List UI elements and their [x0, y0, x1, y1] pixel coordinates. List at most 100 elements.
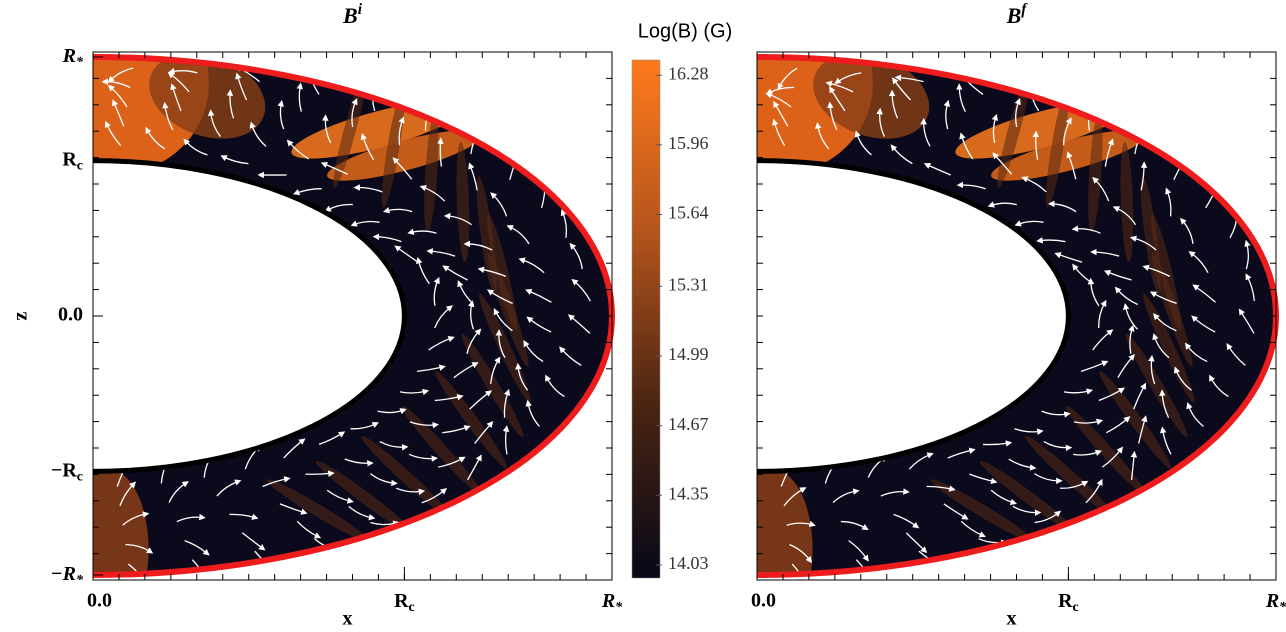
streamline: [468, 162, 478, 191]
field-blob: [813, 57, 930, 139]
streamline: [526, 316, 552, 333]
streamline: [112, 99, 125, 127]
streamline: [434, 394, 464, 402]
streamline: [1104, 138, 1114, 167]
field-blob: [1120, 141, 1134, 262]
streamline: [959, 132, 974, 160]
streamline: [503, 388, 511, 418]
field-blob: [479, 293, 531, 403]
streamline: [318, 431, 346, 446]
field-blob: [930, 479, 1034, 542]
streamline: [442, 425, 471, 434]
streamline: [1032, 130, 1040, 160]
streamline: [1112, 206, 1137, 226]
streamline: [876, 107, 886, 137]
streamline: [829, 86, 846, 112]
streamline: [1209, 374, 1229, 398]
streamline: [326, 489, 354, 504]
streamline: [398, 116, 405, 146]
streamline: [350, 422, 379, 430]
streamline: [351, 98, 358, 128]
streamline: [101, 78, 131, 89]
streamline: [1159, 426, 1172, 455]
colorbar-tick-label: 15.31: [668, 274, 709, 294]
streamline: [399, 388, 430, 396]
streamline: [344, 458, 374, 467]
streamline: [1165, 187, 1172, 217]
streamline: [545, 374, 565, 398]
colorbar-tick-label: 15.64: [668, 203, 709, 223]
streamline: [567, 314, 591, 334]
field-map: [757, 57, 1276, 575]
streamline: [569, 242, 583, 270]
streamline: [348, 505, 376, 521]
streamline: [216, 479, 242, 497]
streamline: [943, 99, 950, 130]
streamline: [107, 84, 128, 108]
streamline: [104, 120, 122, 147]
streamline: [571, 278, 591, 302]
streamline: [1062, 117, 1072, 146]
streamline: [392, 157, 413, 180]
streamline: [840, 520, 869, 531]
streamline: [832, 488, 860, 504]
streamline: [1048, 200, 1077, 213]
streamline: [176, 513, 206, 523]
streamline: [773, 100, 789, 127]
streamline: [407, 228, 437, 235]
streamline: [1087, 277, 1100, 307]
y-axis-label: z: [10, 311, 32, 320]
streamline: [969, 473, 998, 485]
streamline: [1073, 418, 1104, 426]
streamline: [220, 155, 249, 165]
streamline: [322, 114, 332, 144]
colorbar: [631, 59, 661, 579]
streamline: [815, 122, 830, 150]
streamline: [1244, 239, 1251, 270]
streamline: [1034, 510, 1062, 524]
streamline: [168, 67, 198, 75]
y-tick-label: −R*: [51, 563, 84, 589]
x-tick-label: R*: [601, 590, 623, 616]
inner-boundary: [92, 158, 407, 474]
streamline: [848, 540, 869, 562]
streamline: [296, 82, 303, 112]
streamline: [1092, 329, 1114, 351]
streamline: [145, 126, 166, 150]
field-blob: [461, 333, 524, 438]
panel-title: Bf: [1006, 1, 1029, 29]
streamline: [434, 305, 453, 329]
streamline: [320, 161, 348, 175]
streamline: [305, 470, 335, 477]
streamline: [370, 520, 400, 527]
x-axis-label: x: [343, 608, 353, 630]
streamline: [1036, 237, 1066, 244]
streamline: [1149, 291, 1177, 305]
streamline: [467, 454, 482, 481]
streamline: [467, 300, 475, 330]
streamline: [923, 163, 951, 176]
field-blob: [1125, 333, 1188, 438]
streamline: [279, 503, 308, 515]
field-blob: [1025, 436, 1115, 518]
streamline: [905, 532, 928, 554]
streamline: [559, 346, 582, 366]
streamline: [525, 399, 540, 427]
streamline: [1129, 235, 1157, 251]
colorbar-tick-label: 14.99: [668, 344, 709, 364]
streamline: [453, 362, 479, 379]
streamline: [956, 83, 966, 113]
streamline: [466, 328, 482, 354]
streamline: [1138, 415, 1148, 444]
streamline: [162, 101, 174, 131]
streamline: [1148, 354, 1156, 385]
colorbar-tick-label: 14.03: [668, 553, 709, 573]
field-blob: [1143, 293, 1195, 403]
streamline: [486, 289, 513, 305]
streamline: [125, 543, 154, 554]
streamline: [523, 340, 544, 363]
streamline: [1180, 217, 1194, 244]
streamline: [1226, 343, 1246, 366]
streamline: [183, 138, 208, 156]
